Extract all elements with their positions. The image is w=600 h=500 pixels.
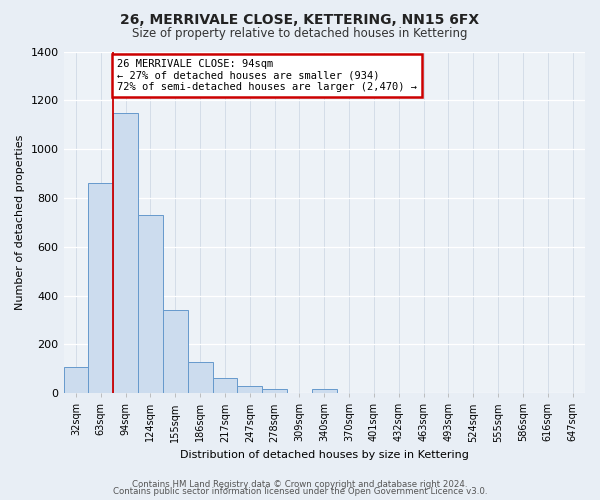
Bar (262, 388, 287, 393)
Bar (113, 113, 138, 393)
Text: Size of property relative to detached houses in Kettering: Size of property relative to detached ho… (132, 28, 468, 40)
Y-axis label: Number of detached properties: Number of detached properties (15, 134, 25, 310)
Bar (188, 362, 212, 393)
Text: 26, MERRIVALE CLOSE, KETTERING, NN15 6FX: 26, MERRIVALE CLOSE, KETTERING, NN15 6FX (121, 12, 479, 26)
Text: Contains public sector information licensed under the Open Government Licence v3: Contains public sector information licen… (113, 487, 487, 496)
Bar (64, 367, 88, 393)
X-axis label: Distribution of detached houses by size in Kettering: Distribution of detached houses by size … (180, 450, 469, 460)
Text: Contains HM Land Registry data © Crown copyright and database right 2024.: Contains HM Land Registry data © Crown c… (132, 480, 468, 489)
Bar (312, 390, 337, 393)
Bar (138, 215, 163, 393)
Bar (88, 183, 113, 393)
Bar (212, 378, 238, 393)
Bar (238, 386, 262, 393)
Bar (163, 310, 188, 393)
Text: 26 MERRIVALE CLOSE: 94sqm
← 27% of detached houses are smaller (934)
72% of semi: 26 MERRIVALE CLOSE: 94sqm ← 27% of detac… (117, 59, 417, 92)
